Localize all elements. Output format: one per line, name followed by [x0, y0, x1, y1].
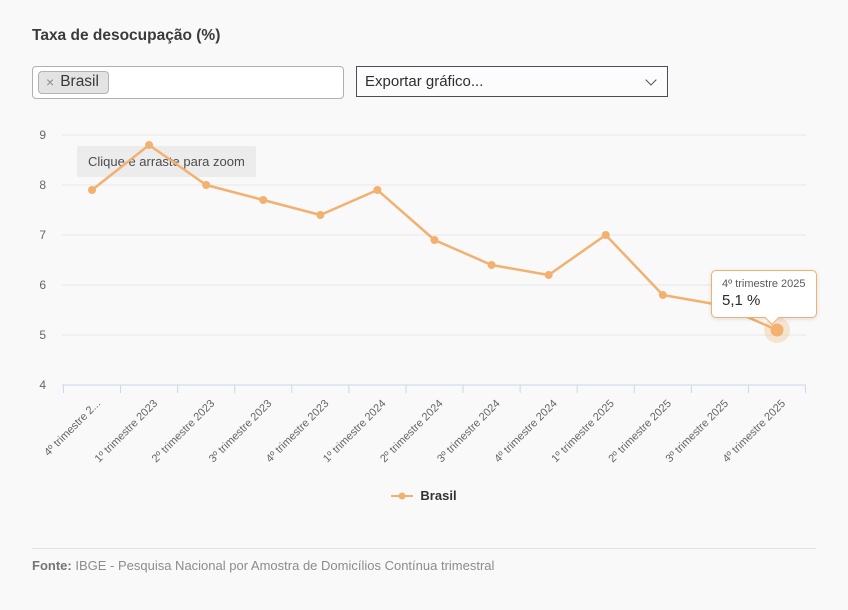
- y-axis-label: 9: [39, 128, 46, 142]
- x-axis-label: 4º trimestre 2...: [42, 398, 103, 459]
- y-axis-label: 5: [39, 328, 46, 342]
- source-label: Fonte:: [32, 558, 72, 573]
- x-axis-label: 4º trimestre 2025: [721, 398, 789, 466]
- footer-divider: [32, 548, 816, 549]
- series-marker[interactable]: [88, 186, 96, 194]
- series-marker[interactable]: [145, 141, 154, 149]
- remove-tag-icon[interactable]: ×: [46, 74, 55, 90]
- y-axis-label: 6: [39, 278, 46, 292]
- series-marker[interactable]: [202, 181, 211, 189]
- legend-label: Brasil: [420, 488, 457, 503]
- export-chart-select[interactable]: Exportar gráfico...: [356, 66, 668, 97]
- page-title: Taxa de desocupação (%): [32, 27, 221, 44]
- series-marker[interactable]: [316, 211, 325, 219]
- legend-line-marker-icon: [391, 492, 414, 499]
- territory-multiselect[interactable]: × Brasil: [32, 66, 344, 99]
- tooltip-category: 4º trimestre 2025: [722, 278, 806, 290]
- source-note: Fonte: IBGE - Pesquisa Nacional por Amos…: [32, 558, 494, 573]
- chart-legend: Brasil: [0, 488, 848, 503]
- series-marker[interactable]: [601, 231, 610, 239]
- highlighted-point-marker[interactable]: [770, 323, 784, 337]
- series-marker[interactable]: [373, 186, 382, 194]
- y-axis-label: 8: [39, 178, 46, 192]
- export-select-value: Exportar gráfico...: [365, 73, 484, 90]
- y-axis-label: 4: [39, 378, 46, 392]
- y-axis-label: 7: [39, 228, 46, 242]
- selected-territory-tag: × Brasil: [38, 71, 109, 94]
- zoom-hint: Clique e arraste para zoom: [77, 146, 256, 177]
- series-marker[interactable]: [430, 236, 439, 244]
- tag-label: Brasil: [60, 73, 99, 90]
- series-marker[interactable]: [658, 291, 667, 299]
- chart-tooltip: 4º trimestre 2025 5,1 %: [711, 270, 817, 318]
- tooltip-value: 5,1 %: [722, 292, 761, 309]
- series-marker[interactable]: [487, 261, 496, 269]
- legend-item-brasil[interactable]: Brasil: [391, 488, 457, 503]
- series-marker[interactable]: [259, 196, 268, 204]
- source-text: IBGE - Pesquisa Nacional por Amostra de …: [75, 558, 495, 573]
- series-marker[interactable]: [544, 271, 553, 279]
